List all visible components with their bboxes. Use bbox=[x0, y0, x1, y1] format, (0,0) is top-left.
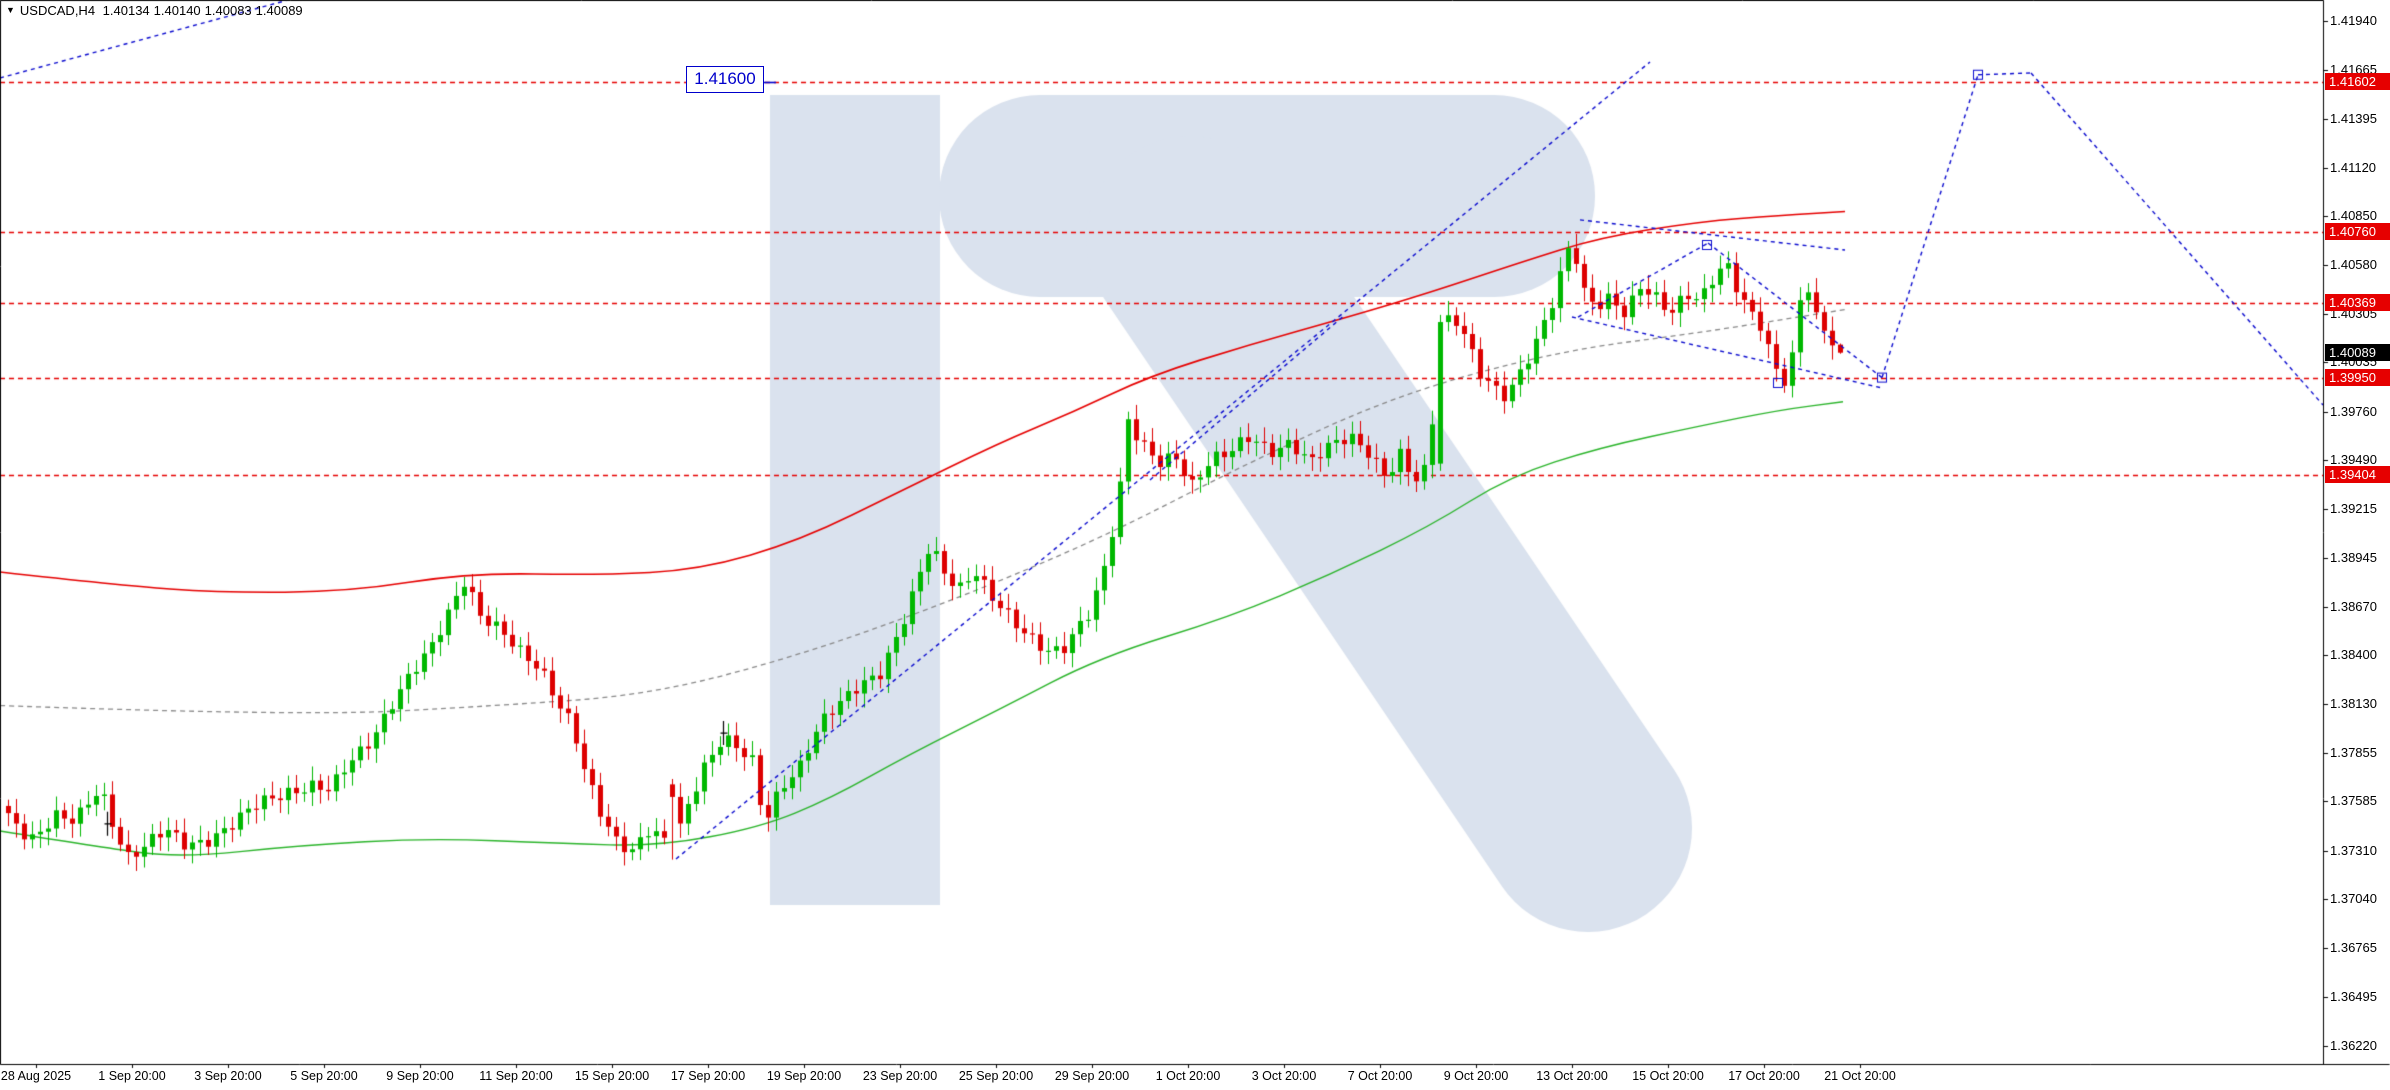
price-tick-label: 1.41120 bbox=[2330, 159, 2377, 175]
price-tick-label: 1.37040 bbox=[2330, 891, 2377, 907]
ohlc-open: 1.40134 bbox=[102, 3, 150, 18]
price-tick-label: 1.37855 bbox=[2330, 745, 2377, 760]
price-tick-label: 1.39490 bbox=[2330, 452, 2377, 468]
date-label: 1 Sep 20:00 bbox=[98, 1069, 166, 1083]
current-price-label: 1.40089 bbox=[2325, 343, 2390, 361]
price-tick-label: 1.36495 bbox=[2330, 988, 2377, 1004]
date-label: 9 Oct 20:00 bbox=[1443, 1069, 1509, 1083]
date-label: 23 Sep 20:00 bbox=[862, 1069, 938, 1083]
price-tick-label: 1.37310 bbox=[2330, 842, 2377, 858]
ohlc-header: ▼ USDCAD,H4 1.40134 1.40140 1.40083 1.40089 bbox=[6, 3, 307, 18]
level-price-label: 1.40760 bbox=[2325, 223, 2390, 241]
price-tick-label: 1.36220 bbox=[2330, 1038, 2377, 1053]
date-label: 15 Oct 20:00 bbox=[1632, 1069, 1704, 1083]
date-label: 3 Sep 20:00 bbox=[194, 1069, 262, 1083]
date-label: 17 Oct 20:00 bbox=[1728, 1069, 1800, 1083]
level-price-label: 1.39404 bbox=[2325, 466, 2390, 484]
price-tick-label: 1.38130 bbox=[2330, 695, 2377, 711]
date-label: 11 Sep 20:00 bbox=[479, 1069, 553, 1083]
price-tick-label: 1.41395 bbox=[2330, 110, 2377, 126]
price-tick-label: 1.40580 bbox=[2330, 256, 2377, 272]
symbol-timeframe: USDCAD,H4 bbox=[19, 3, 96, 18]
price-axis[interactable]: 1.41940 1.41665 1.41395 1.41120 1.40850 1.405… bbox=[2324, 0, 2390, 1064]
level-price-label: 1.41602 bbox=[2325, 72, 2390, 90]
date-label: 21 Oct 20:00 bbox=[1824, 1069, 1896, 1083]
price-tick-label: 1.39760 bbox=[2330, 403, 2377, 419]
price-tick-label: 1.36765 bbox=[2330, 940, 2377, 956]
ohlc-high: 1.40140 bbox=[153, 3, 201, 18]
price-tick-label: 1.40850 bbox=[2330, 208, 2377, 224]
symbol-collapse-icon[interactable]: ▼ bbox=[6, 5, 15, 15]
date-label: 3 Oct 20:00 bbox=[1251, 1069, 1317, 1083]
level-price-label: 1.40369 bbox=[2325, 293, 2390, 311]
date-label: 13 Oct 20:00 bbox=[1536, 1069, 1608, 1083]
price-tick-label: 1.39215 bbox=[2330, 501, 2377, 517]
date-label: 28 Aug 2025 bbox=[0, 1069, 72, 1083]
date-label: 15 Sep 20:00 bbox=[574, 1069, 650, 1083]
date-label: 7 Oct 20:00 bbox=[1347, 1069, 1413, 1083]
price-tick-label: 1.38670 bbox=[2330, 598, 2377, 614]
date-label: 17 Sep 20:00 bbox=[670, 1069, 746, 1083]
time-axis[interactable]: 28 Aug 2025 1 Sep 20:00 3 Sep 20:00 5 Sep 2… bbox=[0, 1066, 2390, 1090]
price-tick-label: 1.38945 bbox=[2330, 549, 2377, 565]
date-label: 5 Sep 20:00 bbox=[290, 1069, 358, 1083]
ohlc-low: 1.40083 bbox=[204, 3, 252, 18]
date-label: 29 Sep 20:00 bbox=[1054, 1069, 1130, 1083]
level-price-label: 1.39950 bbox=[2325, 368, 2390, 386]
price-tick-label: 1.38400 bbox=[2330, 647, 2377, 663]
date-label: 9 Sep 20:00 bbox=[386, 1069, 454, 1083]
date-label: 19 Sep 20:00 bbox=[766, 1069, 842, 1083]
ohlc-close: 1.40089 bbox=[255, 3, 303, 18]
price-tick-label: 1.41940 bbox=[2330, 13, 2377, 28]
price-tick-label: 1.37585 bbox=[2330, 793, 2377, 809]
price-annotation-label[interactable]: 1.41600 bbox=[686, 66, 764, 93]
date-label: 1 Oct 20:00 bbox=[1155, 1069, 1221, 1083]
date-label: 25 Sep 20:00 bbox=[958, 1069, 1034, 1083]
